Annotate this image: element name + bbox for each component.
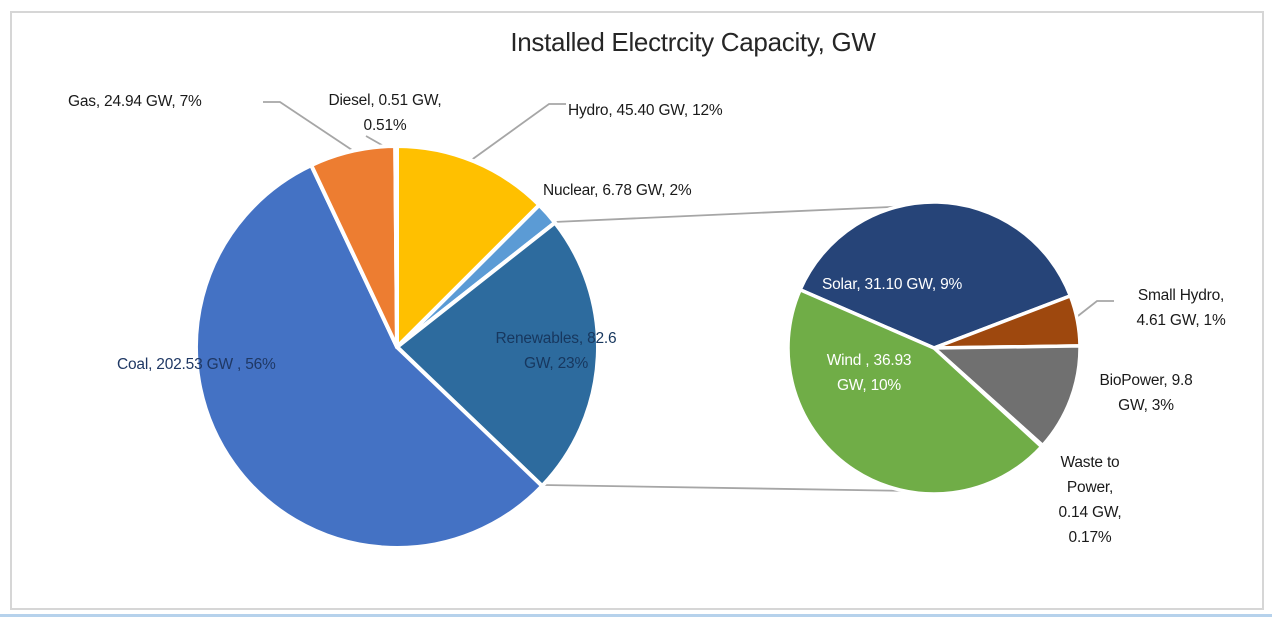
label-biopower: BioPower, 9.8 GW, 3% — [1099, 372, 1193, 414]
series-connector-bottom — [542, 484, 913, 492]
label-gas: Gas, 24.94 GW, 7% — [68, 93, 202, 110]
secondary-pie-slice-wind — [786, 288, 1044, 496]
leader-line-small-hydro — [1068, 300, 1114, 324]
chart-title: Installed Electrcity Capacity, GW — [510, 27, 876, 57]
secondary-pie-slice-biopower — [932, 344, 1082, 448]
secondary-pie-slice-solar — [798, 200, 1073, 350]
bottom-edge-line — [0, 614, 1272, 617]
main-pie-slice-diesel — [393, 144, 399, 349]
main-pie-slice-renewables — [395, 220, 600, 489]
leader-line-gas — [263, 101, 353, 151]
label-hydro: Hydro, 45.40 GW, 12% — [568, 102, 723, 119]
main-pie-slice-hydro — [395, 144, 542, 349]
label-nuclear: Nuclear, 6.78 GW, 2% — [543, 182, 692, 199]
label-diesel: Diesel, 0.51 GW, 0.51% — [328, 92, 442, 134]
label-waste: Waste to Power, 0.14 GW, 0.17% — [1058, 454, 1122, 546]
label-small-hydro: Small Hydro, 4.61 GW, 1% — [1136, 287, 1226, 329]
label-wind: Wind , 36.93 GW, 10% — [826, 352, 912, 394]
label-coal: Coal, 202.53 GW , 56% — [117, 356, 276, 373]
label-renewables: Renewables, 82.6 GW, 23% — [495, 330, 617, 372]
label-solar: Solar, 31.10 GW, 9% — [822, 276, 963, 293]
leader-line-hydro — [469, 103, 566, 162]
main-pie-slice-coal — [194, 163, 545, 550]
series-connector-top — [553, 205, 913, 223]
